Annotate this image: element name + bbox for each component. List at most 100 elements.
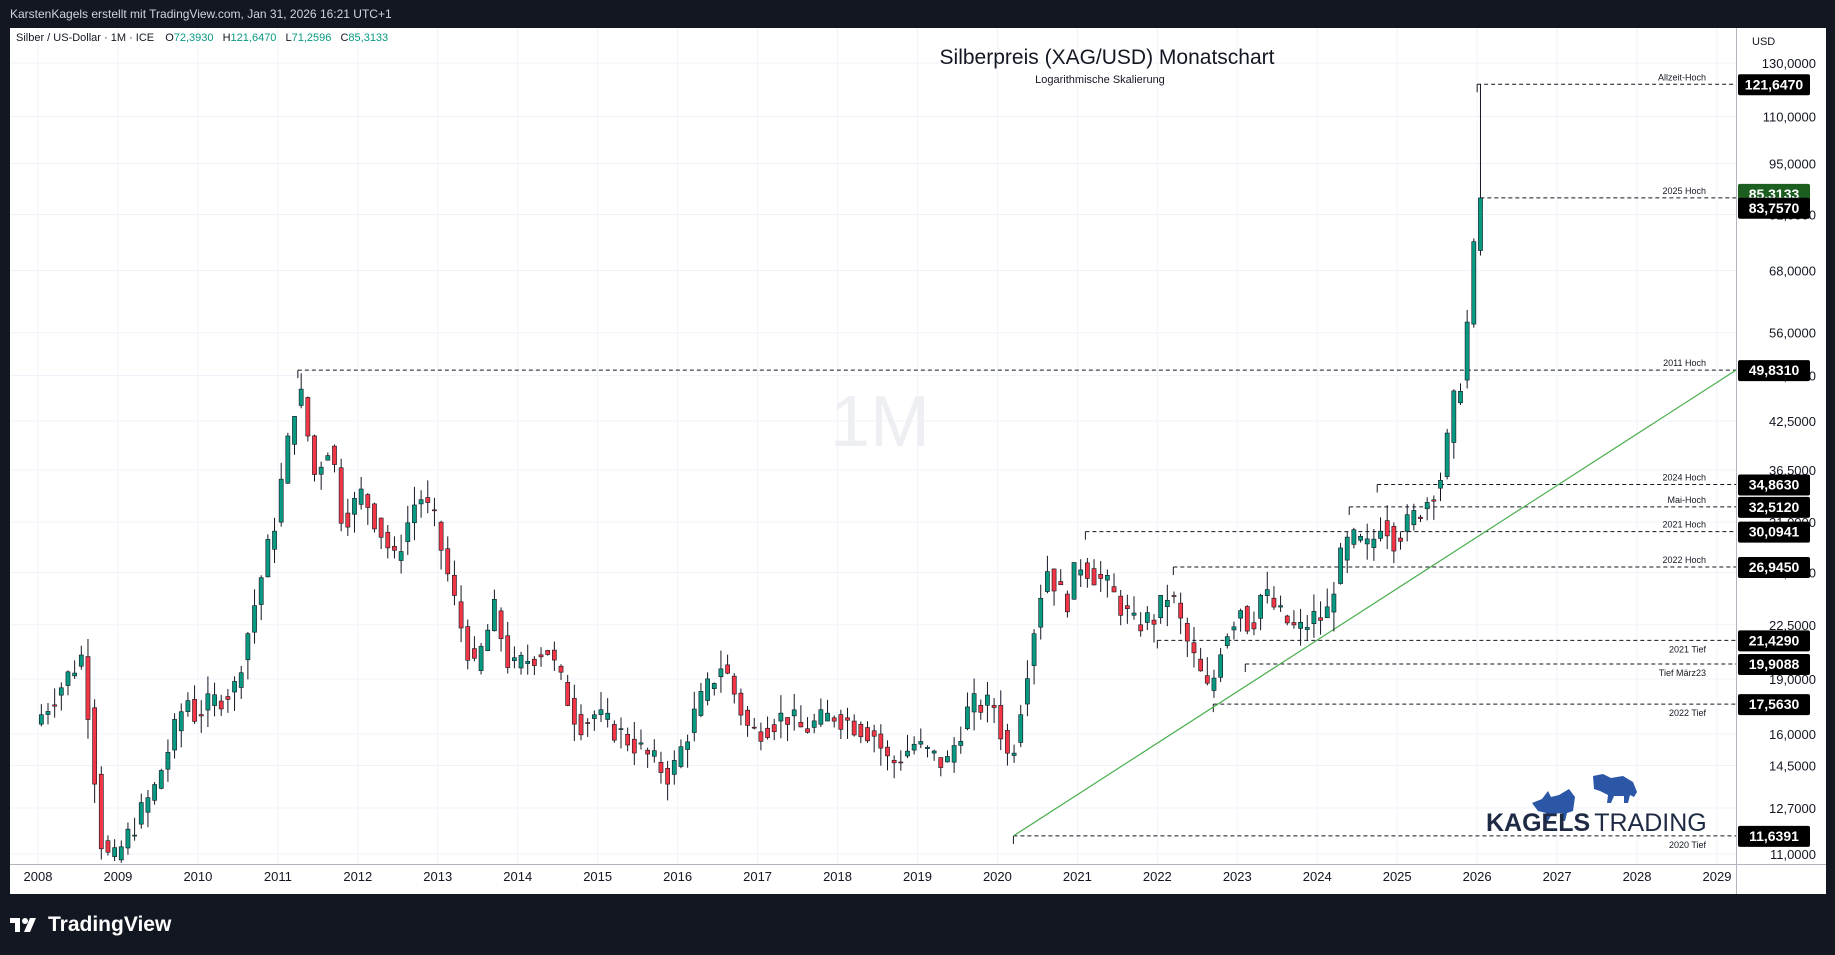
candle[interactable] (838, 709, 844, 740)
candle[interactable] (605, 698, 611, 728)
candle[interactable] (845, 707, 850, 739)
candle[interactable] (485, 624, 491, 652)
candle[interactable] (1131, 596, 1137, 620)
candle[interactable] (1371, 528, 1377, 561)
candle[interactable] (871, 724, 877, 753)
candle[interactable] (971, 678, 977, 731)
candle[interactable] (1138, 612, 1144, 637)
candle[interactable] (691, 691, 697, 742)
candle[interactable] (558, 664, 564, 681)
candle[interactable] (1338, 542, 1343, 585)
candle[interactable] (1184, 617, 1190, 658)
candle[interactable] (1171, 591, 1177, 604)
candle[interactable] (1005, 723, 1010, 766)
candle[interactable] (1284, 614, 1290, 626)
candle[interactable] (58, 682, 64, 711)
candle[interactable] (172, 713, 177, 759)
candle[interactable] (811, 713, 817, 734)
candle[interactable] (638, 729, 644, 750)
candle[interactable] (878, 724, 884, 766)
candle[interactable] (178, 703, 184, 748)
candle[interactable] (112, 839, 117, 862)
candle[interactable] (778, 695, 784, 739)
candle[interactable] (918, 728, 924, 749)
candle[interactable] (145, 790, 151, 828)
candle[interactable] (1018, 704, 1024, 748)
candle[interactable] (765, 716, 770, 740)
candle[interactable] (98, 766, 104, 860)
candle[interactable] (1144, 606, 1150, 630)
candle[interactable] (1384, 505, 1390, 550)
candle[interactable] (478, 642, 484, 675)
candle[interactable] (1118, 589, 1124, 626)
candle[interactable] (325, 452, 331, 461)
candle[interactable] (225, 689, 231, 713)
candle[interactable] (1271, 586, 1277, 610)
candle[interactable] (152, 781, 157, 805)
candle[interactable] (305, 396, 311, 442)
candle[interactable] (1198, 647, 1204, 672)
candle[interactable] (1158, 594, 1164, 624)
candle[interactable] (38, 704, 44, 727)
candle[interactable] (551, 641, 557, 671)
candle[interactable] (738, 688, 744, 726)
candle[interactable] (705, 672, 710, 706)
candle[interactable] (858, 721, 864, 744)
candle[interactable] (358, 476, 364, 510)
candle[interactable] (465, 619, 471, 670)
candle[interactable] (52, 688, 58, 718)
candle[interactable] (458, 585, 464, 643)
candle[interactable] (785, 717, 790, 742)
candle[interactable] (1318, 601, 1323, 635)
candle[interactable] (1025, 660, 1030, 717)
candle[interactable] (651, 739, 657, 763)
candle[interactable] (472, 636, 477, 662)
candle[interactable] (1391, 522, 1397, 564)
candle[interactable] (998, 690, 1004, 751)
candle[interactable] (365, 493, 371, 525)
candle[interactable] (571, 684, 577, 741)
candle[interactable] (565, 674, 571, 707)
candle[interactable] (1111, 573, 1117, 593)
candle[interactable] (1238, 608, 1243, 632)
candle[interactable] (545, 649, 551, 656)
candle[interactable] (578, 704, 584, 741)
candle[interactable] (891, 755, 897, 779)
candle[interactable] (711, 682, 717, 696)
candle[interactable] (372, 502, 377, 533)
tradingview-footer[interactable]: TradingView (10, 905, 171, 945)
candle[interactable] (292, 415, 297, 455)
candle[interactable] (1278, 595, 1283, 612)
candle[interactable] (1204, 657, 1210, 686)
candle[interactable] (185, 692, 191, 717)
candle[interactable] (518, 651, 524, 675)
candle[interactable] (1085, 557, 1090, 588)
candle[interactable] (1311, 594, 1317, 638)
candle[interactable] (272, 517, 277, 564)
candle[interactable] (192, 685, 197, 724)
candle[interactable] (925, 745, 930, 758)
candle[interactable] (158, 768, 164, 790)
candle[interactable] (931, 749, 937, 761)
candle[interactable] (951, 737, 957, 773)
candle[interactable] (1058, 569, 1064, 586)
candle[interactable] (1191, 626, 1197, 668)
candle[interactable] (1291, 610, 1297, 629)
candle[interactable] (1091, 559, 1097, 586)
candle[interactable] (438, 520, 444, 570)
candle[interactable] (771, 718, 777, 741)
candle[interactable] (218, 694, 224, 716)
candle[interactable] (645, 747, 651, 768)
candle[interactable] (1178, 592, 1184, 635)
candle[interactable] (1471, 238, 1477, 328)
candle[interactable] (1011, 744, 1017, 763)
candle[interactable] (1398, 532, 1403, 550)
candle[interactable] (265, 534, 271, 578)
candle[interactable] (678, 739, 684, 769)
candle[interactable] (125, 822, 131, 855)
candle[interactable] (452, 560, 457, 606)
candle[interactable] (118, 840, 124, 863)
candle[interactable] (1364, 523, 1370, 560)
candle[interactable] (92, 699, 97, 804)
candle[interactable] (1224, 633, 1230, 649)
